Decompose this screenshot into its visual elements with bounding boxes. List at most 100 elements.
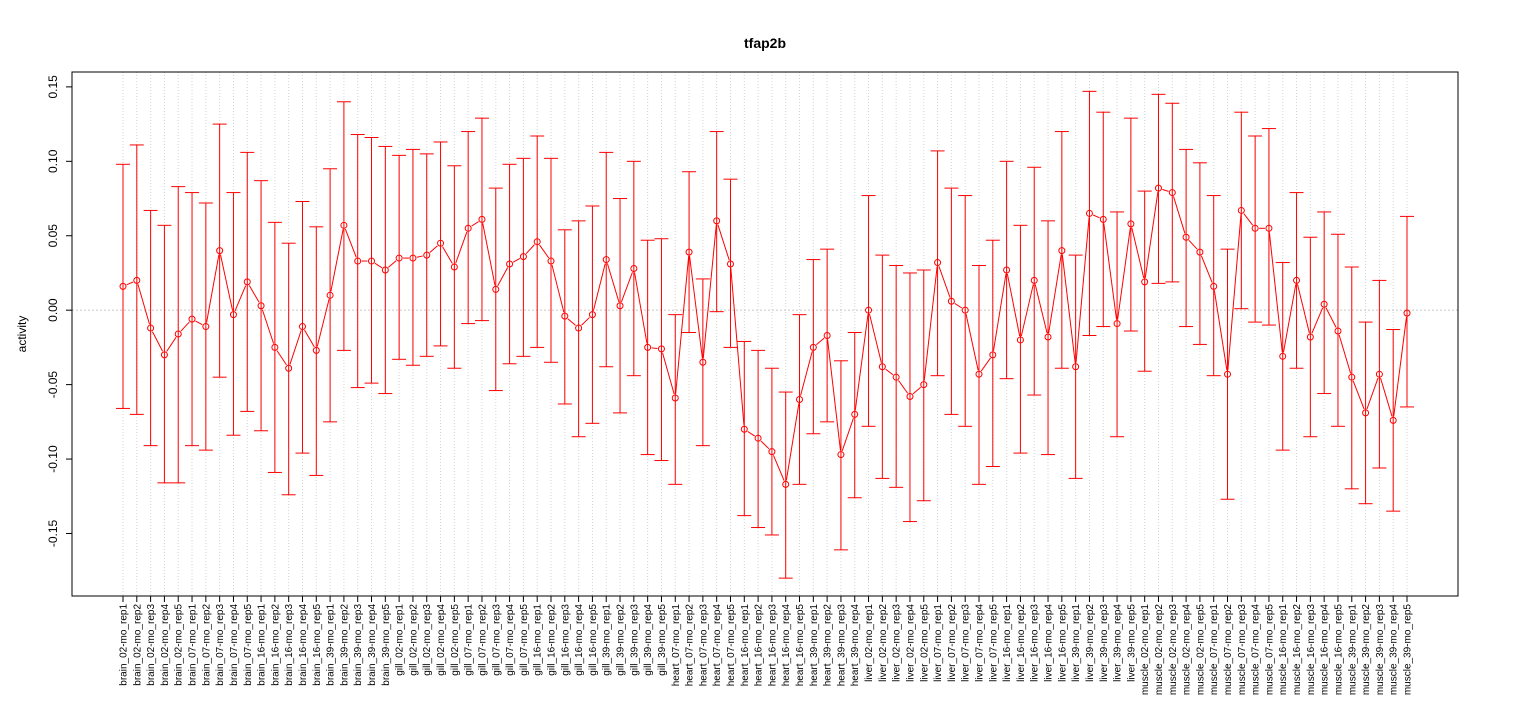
data-point: [1196, 248, 1204, 256]
series-line-segment: [206, 254, 220, 323]
series-line-segment: [1061, 254, 1076, 363]
x-tick-label: gill_02-mo_rep2: [408, 604, 419, 676]
data-point: [588, 311, 596, 319]
x-tick-label: gill_16-mo_rep4: [574, 604, 585, 676]
x-tick-label: heart_16-mo_rep3: [767, 604, 778, 687]
series-line-segment: [689, 256, 703, 359]
series-line-segment: [869, 313, 882, 363]
series-line-segment: [455, 231, 468, 264]
x-tick-label: gill_39-mo_rep1: [602, 604, 613, 676]
data-point: [837, 451, 845, 459]
x-tick-label: liver_07-mo_rep1: [933, 604, 944, 682]
x-tick-label: brain_02-mo_rep2: [132, 604, 143, 686]
x-tick-label: liver_02-mo_rep5: [919, 604, 930, 682]
series-line-segment: [1117, 227, 1131, 320]
data-point: [1224, 370, 1232, 378]
plot-frame: [71, 71, 1459, 597]
x-tick-label: muscle_07-mo_rep1: [1209, 604, 1220, 696]
x-tick-label: brain_07-mo_rep3: [215, 604, 226, 686]
data-point: [1113, 320, 1121, 328]
y-tick-label: 0.05: [46, 224, 60, 248]
data-point: [519, 253, 527, 261]
series-line-segment: [344, 228, 357, 258]
series-line-segment: [992, 273, 1007, 351]
series-line-segment: [1380, 377, 1393, 417]
y-axis-label: activity: [15, 316, 29, 353]
series-line-segment: [1366, 377, 1379, 410]
x-tick-label: brain_16-mo_rep3: [284, 604, 295, 686]
x-tick-label: gill_16-mo_rep3: [560, 604, 571, 676]
data-point: [478, 215, 486, 223]
series-line-segment: [800, 351, 813, 396]
data-point: [423, 251, 431, 259]
data-point: [726, 260, 734, 268]
series-line-segment: [1048, 254, 1062, 334]
series-line-segment: [234, 285, 247, 312]
series-line-segment: [1172, 196, 1186, 234]
data-point: [575, 324, 583, 332]
data-point: [1210, 282, 1218, 290]
x-tick-label: brain_07-mo_rep1: [188, 604, 199, 686]
x-tick-label: muscle_16-mo_rep3: [1306, 604, 1317, 696]
series-line-segment: [152, 331, 164, 352]
x-tick-label: liver_07-mo_rep3: [961, 604, 972, 682]
series-line-segment: [747, 431, 756, 437]
data-point: [492, 285, 500, 293]
x-tick-label: liver_16-mo_rep4: [1044, 604, 1055, 682]
series-line-segment: [219, 254, 234, 311]
series-line-segment: [760, 440, 770, 450]
x-tick-label: liver_39-mo_rep5: [1126, 604, 1137, 682]
data-point: [1141, 278, 1149, 286]
data-point: [1182, 233, 1190, 241]
series-line-segment: [1311, 307, 1324, 334]
data-point: [312, 346, 320, 354]
x-tick-label: gill_02-mo_rep4: [436, 604, 447, 676]
x-tick-label: muscle_16-mo_rep4: [1320, 604, 1331, 696]
series-line-segment: [1144, 191, 1159, 279]
data-point: [1237, 206, 1245, 214]
x-tick-label: brain_02-mo_rep5: [174, 604, 185, 686]
x-tick-label: gill_07-mo_rep5: [519, 604, 530, 676]
x-tick-label: brain_16-mo_rep4: [298, 604, 309, 686]
x-tick-label: liver_02-mo_rep2: [878, 604, 889, 682]
axis-layer: -0.15 -0.10 -0.05 0.00 0.05 0.10 0.15 brain_02-…: [46, 75, 1414, 695]
x-tick-label: muscle_07-mo_rep2: [1223, 604, 1234, 696]
series-line-segment: [316, 299, 330, 347]
data-point: [671, 394, 679, 402]
data-point: [1099, 215, 1107, 223]
data-point: [1251, 224, 1259, 232]
data-point: [450, 263, 458, 271]
data-point: [1293, 276, 1301, 284]
x-tick-label: muscle_39-mo_rep1: [1347, 604, 1358, 696]
data-point: [989, 351, 997, 359]
x-tick-label: muscle_02-mo_rep4: [1182, 604, 1193, 696]
series-line-segment: [1092, 214, 1100, 219]
data-point: [1016, 336, 1024, 344]
chart-title: tfap2b: [744, 35, 786, 51]
data-point: [147, 324, 155, 332]
data-point: [1044, 333, 1052, 341]
series-line-segment: [827, 339, 841, 451]
data-point: [340, 221, 348, 229]
data-point: [229, 311, 237, 319]
series-line-segment: [1227, 214, 1242, 371]
data-point: [975, 370, 983, 378]
series-line-segment: [1162, 188, 1169, 192]
series-line-segment: [276, 350, 287, 366]
series-line-segment: [1188, 239, 1198, 250]
data-point: [630, 265, 638, 272]
x-tick-label: gill_07-mo_rep1: [464, 604, 475, 676]
series-line-segment: [980, 357, 991, 372]
x-tick-label: heart_07-mo_rep4: [712, 604, 723, 687]
data-point: [1030, 276, 1038, 284]
x-tick-label: muscle_07-mo_rep3: [1237, 604, 1248, 696]
data-point: [892, 373, 900, 381]
data-point: [768, 448, 776, 456]
data-point: [285, 364, 293, 372]
data-point: [782, 480, 790, 488]
x-tick-label: muscle_39-mo_rep4: [1389, 604, 1400, 696]
series-line-segment: [248, 285, 260, 303]
series-line-segment: [620, 272, 633, 303]
data-point: [464, 224, 472, 232]
